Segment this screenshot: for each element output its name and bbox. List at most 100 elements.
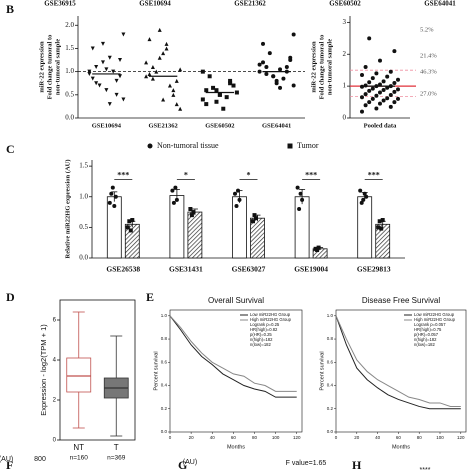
x-tick-label: 40 xyxy=(375,435,381,440)
point xyxy=(147,143,153,149)
point xyxy=(204,88,209,93)
point xyxy=(388,69,393,74)
stat-label: Logrank p=0.057 xyxy=(414,322,446,327)
y-tick-label: 0.8 xyxy=(327,336,334,341)
significance: *** xyxy=(117,170,129,179)
panel-label: F xyxy=(6,458,13,472)
y-axis-label: Fold change tumoral to xyxy=(46,35,53,100)
point xyxy=(381,98,386,103)
survival-line xyxy=(169,315,297,398)
point xyxy=(94,81,99,86)
point xyxy=(125,225,130,230)
point xyxy=(117,58,122,63)
point xyxy=(367,100,372,105)
point xyxy=(170,188,175,193)
point xyxy=(257,69,262,74)
survival-line xyxy=(169,315,297,392)
point xyxy=(214,88,219,93)
point xyxy=(189,213,194,218)
point xyxy=(110,185,115,190)
point xyxy=(252,213,257,218)
panel-label: G xyxy=(178,458,187,472)
point xyxy=(378,101,382,106)
point xyxy=(157,27,162,32)
point xyxy=(174,78,179,83)
x-tick-label: 120 xyxy=(457,435,465,440)
point xyxy=(392,49,397,54)
point xyxy=(178,67,183,72)
survival-line xyxy=(335,315,461,407)
point xyxy=(298,191,303,196)
x-tick-label: 100 xyxy=(436,435,444,440)
point xyxy=(378,58,382,63)
significance: *** xyxy=(368,170,380,179)
y-axis-label: Percent survival xyxy=(153,351,159,390)
stat-label: HR(high)=0.82 xyxy=(250,327,278,332)
point xyxy=(363,92,368,97)
point xyxy=(97,83,102,88)
point xyxy=(174,102,179,107)
point xyxy=(200,69,205,74)
point xyxy=(278,85,283,90)
x-tick-label: 80 xyxy=(417,435,423,440)
point xyxy=(374,93,379,98)
y-axis-label: non-tumoral sample xyxy=(326,39,333,95)
point xyxy=(381,79,386,84)
point xyxy=(267,51,272,56)
point xyxy=(224,95,229,100)
point xyxy=(251,219,255,224)
y-tick-label: 1.5 xyxy=(65,44,74,52)
y-tick-label: 0.5 xyxy=(65,90,74,98)
x-tick-label: NT xyxy=(73,443,84,452)
point xyxy=(284,65,289,69)
point xyxy=(100,41,105,46)
annotation: 21.4% xyxy=(420,52,437,59)
point xyxy=(100,60,105,65)
point xyxy=(167,83,172,88)
point xyxy=(150,65,155,69)
x-tick-label: GSE21362 xyxy=(148,122,177,129)
y-tick-label: 1 xyxy=(343,82,347,90)
x-tick-label: GSE19004 xyxy=(294,265,328,274)
point xyxy=(264,65,269,69)
y-axis-label: Relative miR22HG expression (AU) xyxy=(64,160,71,259)
count-label: n=369 xyxy=(107,455,126,462)
point xyxy=(144,60,149,65)
point xyxy=(363,65,368,69)
point xyxy=(358,188,363,193)
point xyxy=(396,77,400,82)
x-tick-label: 0 xyxy=(335,435,338,440)
point xyxy=(254,216,258,221)
y-tick-label: 0.6 xyxy=(161,359,168,364)
annotation: 27.0% xyxy=(420,90,437,97)
x-tick-label: GSE10694 xyxy=(92,122,122,129)
panel-label: H xyxy=(352,458,362,472)
point xyxy=(204,102,209,107)
x-tick-label: 80 xyxy=(252,435,258,440)
x-tick-label: Pooled data xyxy=(364,122,397,129)
cropped-text: F value=1.65 xyxy=(286,460,327,467)
y-tick-label: 0.6 xyxy=(327,359,334,364)
point xyxy=(364,194,369,199)
point xyxy=(261,60,266,65)
point xyxy=(191,210,196,215)
point xyxy=(370,96,375,101)
point xyxy=(171,92,176,97)
point xyxy=(392,80,397,85)
point xyxy=(295,185,300,190)
stat-label: n(low)=182 xyxy=(414,342,436,347)
header-label: GSE21362 xyxy=(234,0,266,8)
stat-label: p(HR)=0.25 xyxy=(250,332,272,337)
point xyxy=(388,104,393,109)
point xyxy=(237,197,242,202)
point xyxy=(316,245,321,250)
y-tick-label: 0.4 xyxy=(161,383,168,388)
plot-frame xyxy=(59,299,136,441)
significance: * xyxy=(247,170,251,179)
point xyxy=(287,143,293,149)
point xyxy=(360,84,364,89)
point xyxy=(367,88,372,93)
cropped-text: (AU) xyxy=(0,456,13,463)
point xyxy=(278,67,283,72)
point xyxy=(161,97,166,102)
